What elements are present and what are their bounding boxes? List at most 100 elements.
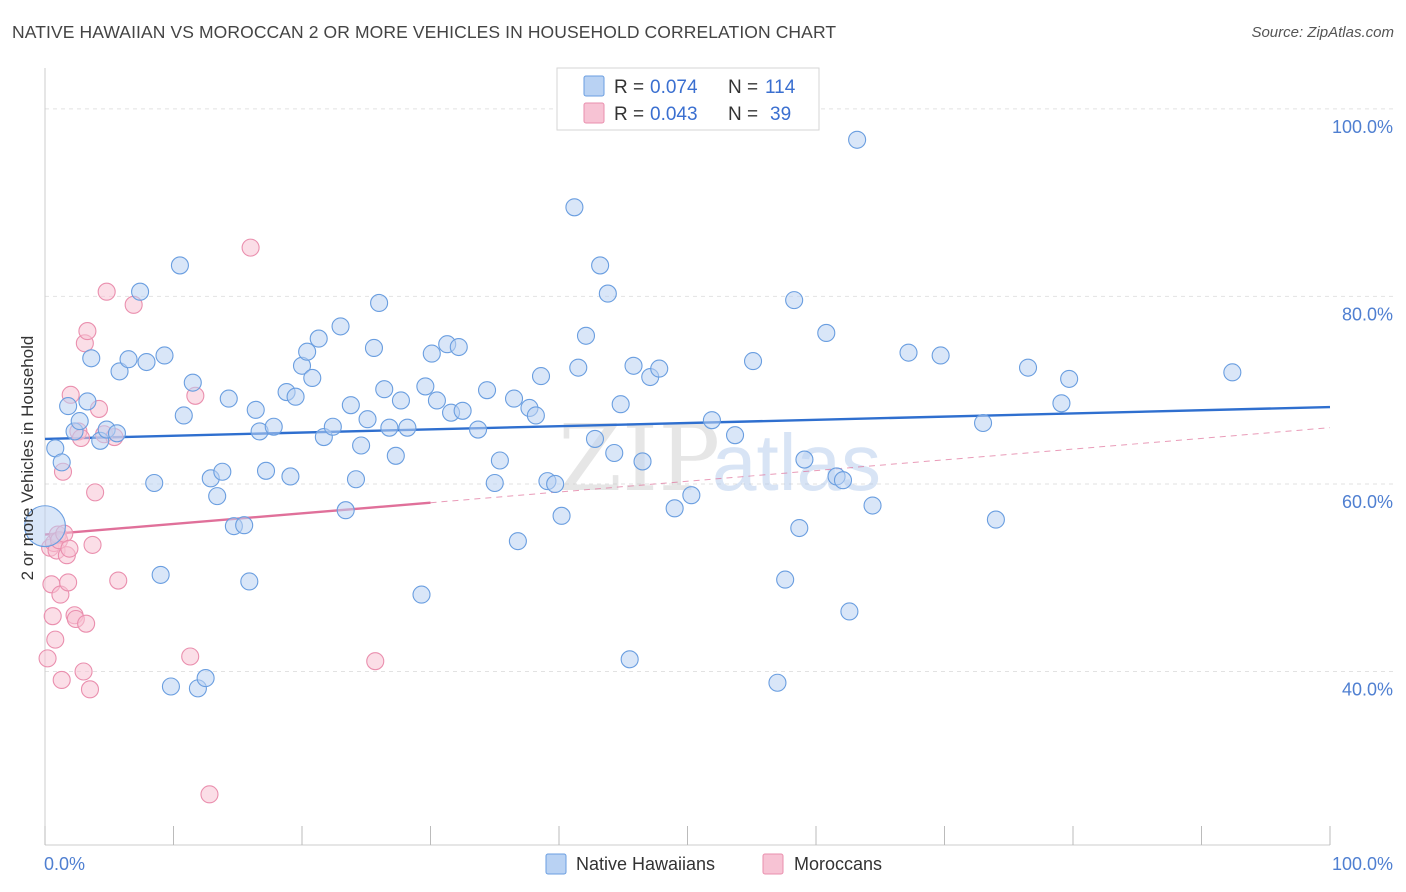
native-hawaiian-point xyxy=(208,487,227,506)
native-hawaiian-point xyxy=(386,446,405,465)
native-hawaiian-point xyxy=(605,443,624,463)
moroccan-point xyxy=(77,614,96,633)
native-hawaiian-point xyxy=(412,585,431,604)
moroccan-point xyxy=(241,238,260,257)
chart-title: NATIVE HAWAIIAN VS MOROCCAN 2 OR MORE VE… xyxy=(12,22,837,42)
native-hawaiian-point xyxy=(702,411,721,430)
native-hawaiian-point xyxy=(931,346,950,365)
native-hawaiian-point xyxy=(840,602,859,621)
source-label: Source: ZipAtlas.com xyxy=(1251,24,1394,41)
native-hawaiian-point xyxy=(569,358,588,377)
legend-n-value-2: 39 xyxy=(770,104,791,125)
legend-n-value-1: 114 xyxy=(765,77,796,98)
native-hawaiian-point xyxy=(986,510,1005,529)
native-hawaiian-point xyxy=(24,505,66,548)
moroccan-point xyxy=(86,483,105,502)
moroccan-point xyxy=(366,652,385,671)
native-hawaiian-point xyxy=(161,677,180,696)
y-tick-label: 100.0% xyxy=(1332,117,1393,137)
native-hawaiian-point xyxy=(119,350,138,369)
bottom-legend: Native Hawaiians Moroccans xyxy=(545,853,882,875)
native-hawaiian-point xyxy=(336,501,355,520)
native-hawaiian-point xyxy=(1052,394,1071,413)
native-hawaiian-point xyxy=(358,410,377,429)
native-hawaiian-point xyxy=(776,570,795,589)
legend-r-value-1: 0.074 xyxy=(650,77,698,98)
native-hawaiian-point xyxy=(508,532,527,551)
native-hawaiian-point xyxy=(183,373,202,392)
y-tick-labels: 40.0% 60.0% 80.0% 100.0% xyxy=(1332,117,1393,700)
native-hawaiian-point xyxy=(485,473,504,493)
native-hawaiian-point xyxy=(286,387,305,406)
x-tick-label: 100.0% xyxy=(1332,854,1393,874)
bottom-legend-moroccans: Moroccans xyxy=(794,854,882,874)
native-hawaiian-point xyxy=(380,418,399,437)
native-hawaiian-point xyxy=(973,413,993,433)
native-hawaiian-point xyxy=(240,572,259,591)
native-hawaiian-point xyxy=(576,326,596,345)
native-hawaiian-point xyxy=(196,669,215,688)
native-hawaiian-point xyxy=(52,453,71,472)
moroccan-point xyxy=(83,535,102,554)
legend-n-label-1: N = xyxy=(728,77,758,98)
moroccan-point xyxy=(38,649,57,668)
top-legend: R = 0.074 N = 114 R = 0.043 N = 39 xyxy=(556,67,820,131)
native-hawaiian-point xyxy=(70,412,89,431)
native-hawaiian-point xyxy=(1018,358,1038,377)
native-hawaiian-point xyxy=(585,429,605,448)
native-hawaiian-point xyxy=(246,400,265,419)
native-hawaiian-point xyxy=(391,391,410,410)
native-hawaiian-point xyxy=(725,426,745,445)
native-hawaiian-point xyxy=(78,392,97,411)
native-hawaiian-point xyxy=(352,436,371,455)
native-hawaiian-point xyxy=(235,516,254,535)
x-tick-label: 0.0% xyxy=(44,854,85,874)
native-hawaiian-point xyxy=(331,317,350,336)
y-tick-label: 80.0% xyxy=(1342,304,1393,324)
legend-swatch-blue xyxy=(583,75,605,97)
native-hawaiian-point xyxy=(375,380,394,399)
native-hawaiian-point xyxy=(490,451,509,470)
native-hawaiian-point xyxy=(1060,369,1079,388)
native-hawaiian-point xyxy=(341,396,360,415)
native-hawaiian-point xyxy=(504,389,524,408)
moroccan-trend-extension xyxy=(430,427,1331,504)
native-hawaiian-point xyxy=(795,450,814,469)
native-hawaiian-point xyxy=(449,337,468,357)
native-hawaiian-point xyxy=(59,397,78,416)
native-hawaiian-point xyxy=(665,499,684,518)
native-hawaiian-point xyxy=(151,565,170,584)
y-axis-label: 2 or more Vehicles in Household xyxy=(18,336,37,581)
native-hawaiian-point xyxy=(422,344,441,363)
native-hawaiian-point xyxy=(131,282,150,301)
native-hawaiian-point xyxy=(174,406,193,425)
native-hawaiian-point xyxy=(309,329,328,348)
native-hawaiian-point xyxy=(833,471,853,490)
native-hawaiian-point xyxy=(264,417,283,436)
native-hawaiian-point xyxy=(848,130,867,149)
moroccan-point xyxy=(74,662,93,681)
native-hawaiian-point xyxy=(370,293,389,312)
native-hawaiian-point xyxy=(682,486,701,505)
native-hawaiian-point xyxy=(298,342,317,361)
native-hawaiian-point xyxy=(453,401,472,420)
y-tick-label: 40.0% xyxy=(1342,680,1393,700)
native-hawaiian-point xyxy=(531,367,551,386)
native-hawaiian-point xyxy=(591,256,610,275)
native-hawaiian-point xyxy=(743,352,763,371)
native-hawaiian-point xyxy=(213,462,232,481)
y-tick-label: 60.0% xyxy=(1342,492,1393,512)
legend-r-value-2: 0.043 xyxy=(650,104,698,125)
native-hawaiian-point xyxy=(633,452,652,471)
native-hawaiian-point xyxy=(137,352,156,372)
native-hawaiian-point xyxy=(364,338,384,358)
legend-swatch-pink xyxy=(583,102,605,124)
x-tick-labels: 0.0% 100.0% xyxy=(44,854,1393,874)
native-hawaiian-point xyxy=(785,291,804,310)
moroccan-point xyxy=(97,282,116,301)
native-hawaiian-point xyxy=(82,349,101,368)
native-hawaiian-point xyxy=(303,368,322,388)
native-hawaiian-point xyxy=(256,461,276,480)
axes xyxy=(44,68,1331,846)
bottom-legend-swatch-pink xyxy=(762,853,784,875)
